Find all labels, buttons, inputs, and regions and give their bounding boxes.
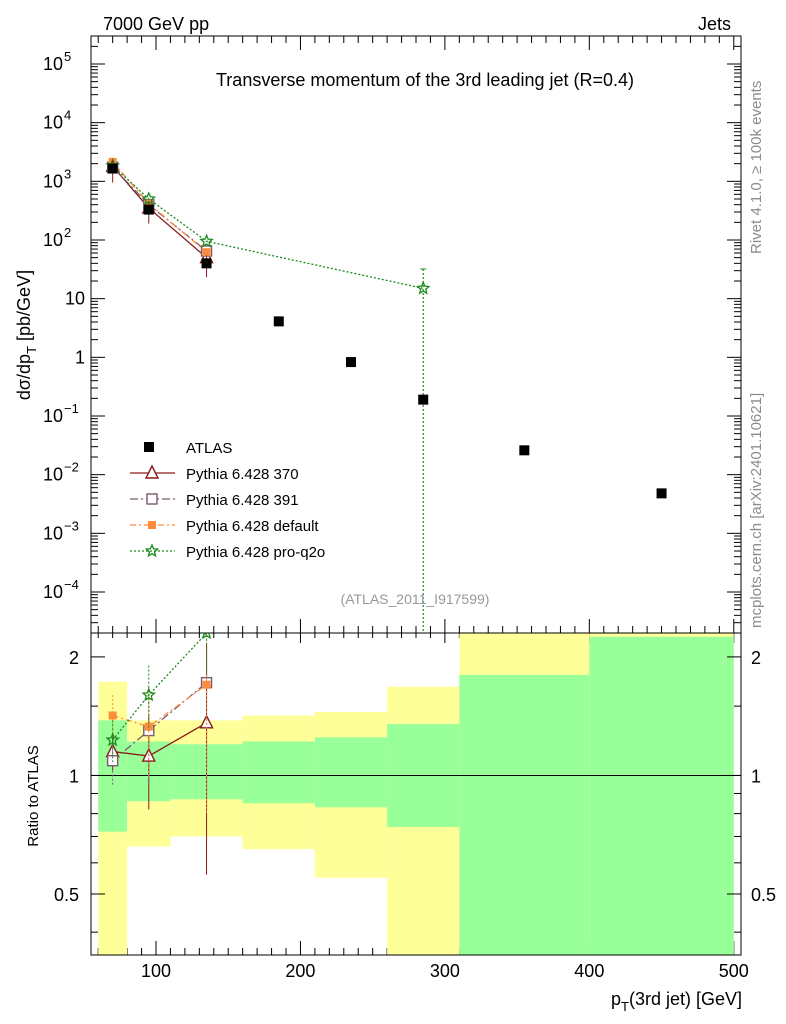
svg-text:pT(3rd jet) [GeV]: pT(3rd jet) [GeV] [611, 989, 742, 1014]
legend-label-0: Pythia 6.428 370 [186, 466, 299, 483]
ratio-point-3-0 [105, 732, 121, 747]
legend-marker-3 [144, 543, 160, 558]
y-tick-label: 10 [43, 54, 63, 74]
x-tick-label-200: 200 [285, 961, 315, 981]
y-tick-label: 10 [43, 465, 63, 485]
series-point-3-2 [199, 233, 214, 248]
y-tick-label: 10 [43, 406, 63, 426]
ratio-tick-label-right: 2 [751, 648, 761, 668]
ratio-point-2-0 [108, 711, 117, 720]
stat-uncertainty-band-7 [589, 636, 734, 955]
y-tick-exponent: 3 [64, 166, 71, 181]
legend: ATLAS Pythia 6.428 370 Pythia 6.428 391 Pyt… [130, 440, 325, 561]
legend-marker-atlas [144, 442, 154, 452]
y-tick-label: 10 [43, 230, 63, 250]
ratio-point-3-1 [141, 687, 157, 702]
series-line-3 [112, 165, 424, 289]
ratio-tick-label-right: 1 [751, 766, 761, 786]
atlas-data-point-2 [201, 258, 212, 269]
ratio-tick-label-right: 0.5 [751, 885, 776, 905]
ratio-frame [90, 632, 742, 956]
legend-marker-0 [144, 464, 160, 479]
y-tick-label: 10 [43, 582, 63, 602]
atlas-data-point-7 [656, 488, 667, 499]
legend-label-1: Pythia 6.428 391 [186, 492, 299, 509]
y-tick-exponent: −3 [64, 518, 79, 533]
y-tick-label: 10 [43, 113, 63, 133]
legend-marker-2 [148, 521, 156, 529]
rivet-label: Rivet 4.1.0, ≥ 100k events [748, 81, 765, 254]
stat-uncertainty-band-6 [459, 674, 590, 955]
legend-label-2: Pythia 6.428 default [186, 518, 319, 535]
atlas-data-point-1 [143, 204, 154, 215]
plot-title: Transverse momentum of the 3rd leading j… [216, 70, 634, 90]
ratio-y-label: Ratio to ATLAS [25, 745, 42, 846]
atlas-data-point-3 [273, 316, 284, 327]
ratio-point-2-2 [202, 680, 211, 689]
y-tick-exponent: −1 [64, 401, 79, 416]
series-line-1 [112, 166, 207, 252]
y-tick-exponent: −4 [64, 577, 79, 592]
legend-marker-1 [146, 493, 158, 505]
series-point-3-3 [415, 280, 431, 295]
ratio-tick-label-left: 2 [69, 648, 79, 668]
series-point-2-2 [202, 248, 211, 257]
mcplots-label: mcplots.cern.ch [arXiv:2401.10621] [748, 393, 765, 628]
ratio-series-group [105, 633, 214, 875]
y-tick-label: 10 [65, 289, 85, 309]
header-left: 7000 GeV pp [103, 14, 209, 34]
ratio-tick-label-left: 1 [69, 766, 79, 786]
stat-uncertainty-band-4 [314, 737, 388, 808]
x-tick-label-300: 300 [430, 961, 460, 981]
x-tick-label-500: 500 [719, 961, 749, 981]
legend-label-atlas: ATLAS [186, 440, 232, 457]
series-line-0 [112, 165, 207, 259]
atlas-data-point-5 [418, 394, 429, 405]
ratio-tick-label-left: 0.5 [54, 885, 79, 905]
svg-text:dσ/dpT [pb/GeV]: dσ/dpT [pb/GeV] [14, 270, 39, 400]
analysis-tag: (ATLAS_2011_I917599) [341, 591, 490, 607]
y-tick-exponent: −2 [64, 460, 79, 475]
series-line-2 [112, 161, 207, 253]
x-axis-label: pT(3rd jet) [GeV] [611, 989, 742, 1014]
ratio-plot: 100 200 300 400 500 0.5 0.5 1 1 2 2 [54, 632, 776, 981]
y-tick-exponent: 5 [64, 49, 71, 64]
stat-uncertainty-band-3 [242, 741, 315, 804]
ratio-point-3-2 [201, 633, 212, 640]
y-tick-exponent: 2 [64, 225, 71, 240]
y-tick-label: 1 [75, 347, 85, 367]
atlas-data-point-6 [519, 445, 530, 456]
x-tick-label-400: 400 [574, 961, 604, 981]
x-tick-label-100: 100 [141, 961, 171, 981]
y-tick-exponent: 4 [64, 108, 71, 123]
atlas-data-point-0 [107, 163, 118, 174]
header-right: Jets [698, 14, 731, 34]
y-tick-label: 10 [43, 171, 63, 191]
y-axis-label: dσ/dpT [pb/GeV] [14, 270, 39, 400]
legend-label-3: Pythia 6.428 pro-q2o [186, 544, 325, 561]
y-tick-label: 10 [43, 523, 63, 543]
atlas-data-point-4 [346, 357, 356, 368]
